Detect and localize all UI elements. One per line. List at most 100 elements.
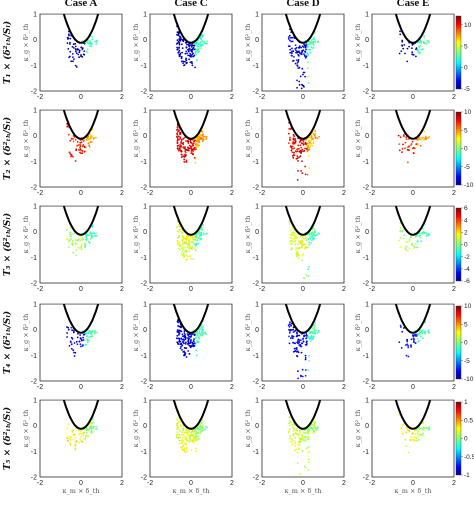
scatter-point (191, 44, 193, 46)
x-tick-label: 0 (301, 286, 305, 293)
scatter-point (294, 44, 297, 46)
x-tick-label: 2 (452, 190, 456, 197)
scatter-point (93, 331, 96, 334)
x-tick-label: 0 (79, 190, 83, 197)
scatter-point (182, 341, 184, 343)
scatter-point (199, 428, 202, 431)
scatter-point (180, 425, 183, 428)
scatter-point (94, 234, 96, 237)
scatter-point (293, 56, 295, 58)
panel-r1-c4: 1 0 -1 -2 κ_g × δ²_th -2 0 2 (354, 6, 456, 101)
scatter-point (294, 237, 297, 239)
scatter-point (186, 52, 189, 55)
scatter-point (195, 447, 197, 450)
scatter-point (180, 56, 183, 58)
scatter-point (195, 349, 198, 352)
scatter-point (87, 341, 89, 344)
scatter-point (300, 142, 303, 145)
scatter-point (408, 149, 410, 151)
scatter-point (399, 226, 402, 229)
scatter-point (201, 427, 204, 430)
scatter-point (191, 440, 194, 442)
x-tick-label: 0 (301, 190, 305, 197)
scatter-point (179, 131, 181, 134)
scatter-point (182, 429, 185, 432)
scatter-point (184, 241, 186, 244)
scatter-point (190, 431, 193, 434)
scatter-point (293, 347, 296, 350)
scatter-point (67, 423, 70, 426)
scatter-point (196, 143, 199, 146)
scatter-point (80, 243, 83, 246)
scatter-point (202, 229, 204, 232)
scatter-point (191, 53, 194, 56)
boundary-curve (61, 11, 101, 44)
scatter-point (80, 141, 83, 144)
scatter-point (181, 142, 184, 145)
scatter-point (315, 428, 318, 430)
scatter-point (419, 144, 422, 147)
scatter-point (302, 337, 305, 340)
scatter-point (66, 439, 69, 442)
scatter-point (80, 46, 83, 49)
scatter-point (426, 40, 429, 42)
x-tick-label: -2 (259, 94, 265, 101)
scatter-point (178, 332, 181, 335)
scatter-point (88, 144, 90, 147)
scatter-point (289, 229, 292, 232)
scatter-point (413, 152, 415, 155)
scatter-point (289, 240, 292, 243)
scatter-point (300, 151, 302, 154)
scatter-point (294, 432, 297, 435)
scatter-point (85, 239, 88, 242)
scatter-point (66, 326, 68, 328)
y-tick-label: 1 (365, 108, 369, 115)
y-tick-label: -2 (253, 475, 259, 482)
scatter-point (297, 243, 299, 246)
y-tick-label: -1 (31, 449, 37, 456)
scatter-point (422, 48, 424, 51)
scatter-point (307, 61, 309, 63)
boundary-curve (393, 397, 433, 430)
scatter-point (412, 340, 415, 342)
scatter-point (402, 237, 405, 240)
scatter-point (176, 147, 179, 150)
x-tick-label: -2 (147, 94, 153, 101)
scatter-point (183, 136, 186, 139)
scatter-point (312, 140, 315, 143)
panel-r5-c3: 1 0 -1 -2 κ_g × δ²_th -2 0 2 κ_m × δ_th (244, 392, 346, 495)
scatter-point (199, 427, 202, 429)
scatter-point (182, 252, 185, 255)
scatter-point (404, 438, 407, 441)
scatter-point (424, 332, 426, 335)
boundary-curve (61, 107, 101, 140)
scatter-point (298, 46, 301, 49)
scatter-point (176, 33, 178, 36)
scatter-point (300, 351, 303, 354)
scatter-point (288, 428, 291, 431)
scatter-point (179, 347, 182, 350)
scatter-point (304, 436, 307, 438)
scatter-point (423, 36, 426, 39)
scatter-point (304, 165, 306, 168)
scatter-point (201, 40, 204, 43)
scatter-point (299, 241, 302, 244)
panel-r4-c3: 1 0 -1 -2 κ_g × δ²_th -2 0 2 (244, 296, 346, 391)
scatter-point (196, 239, 199, 242)
scatter-point (314, 426, 317, 429)
y-tick-label: 0 (365, 423, 369, 430)
scatter-point (310, 135, 313, 138)
scatter-point (178, 433, 181, 436)
scatter-point (185, 249, 188, 252)
y-axis-label: κ_g × δ²_th (354, 120, 362, 158)
scatter-point (72, 46, 75, 49)
scatter-point (195, 41, 198, 44)
scatter-point (194, 435, 197, 438)
scatter-point (181, 154, 183, 156)
y-tick-label: -1 (363, 255, 369, 262)
scatter-point (200, 137, 202, 139)
scatter-point (190, 150, 193, 152)
scatter-point (89, 42, 91, 45)
scatter-point (198, 330, 201, 333)
scatter-point (76, 141, 79, 143)
